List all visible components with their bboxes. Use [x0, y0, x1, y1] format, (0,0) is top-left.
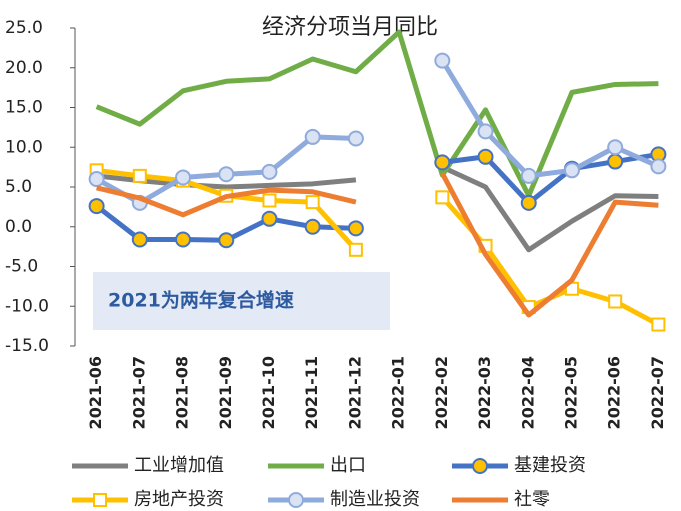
legend-label: 基建投资: [514, 455, 586, 476]
x-tick-label: 2021-10: [259, 356, 278, 429]
legend-label: 社零: [514, 489, 550, 510]
y-tick-label: -5.0: [5, 257, 38, 277]
marker: [218, 166, 235, 183]
marker: [132, 168, 147, 183]
x-tick-label: 2021-09: [216, 356, 235, 429]
marker: [88, 171, 105, 188]
marker: [651, 317, 666, 332]
legend-label: 工业增加值: [134, 455, 224, 476]
x-tick-label: 2022-05: [561, 356, 580, 429]
marker: [347, 220, 364, 237]
legend-marker: [93, 493, 107, 507]
marker: [520, 167, 537, 184]
marker: [175, 169, 192, 186]
marker: [650, 158, 667, 175]
series-line: [96, 185, 357, 218]
marker: [88, 198, 105, 215]
marker: [477, 148, 494, 165]
legend-marker: [472, 458, 488, 474]
y-tick-label: -15.0: [5, 336, 49, 356]
legend-label: 房地产投资: [134, 489, 224, 510]
legend-marker: [288, 492, 304, 508]
legend-label: 出口: [330, 455, 366, 476]
marker: [262, 193, 277, 208]
marker: [347, 130, 364, 147]
marker: [434, 52, 451, 69]
marker: [261, 163, 278, 180]
marker: [175, 231, 192, 248]
x-tick-label: 2022-07: [648, 356, 667, 429]
chart-title: 经济分项当月同比: [262, 15, 438, 40]
marker: [607, 153, 624, 170]
x-tick-label: 2022-06: [605, 356, 624, 429]
series-line: [440, 195, 660, 327]
y-tick-label: 10.0: [5, 137, 43, 157]
marker: [434, 154, 451, 171]
series-line: [95, 29, 659, 199]
x-tick-label: 2021-11: [302, 356, 321, 429]
marker: [435, 190, 450, 205]
y-tick-label: 20.0: [5, 58, 43, 78]
marker: [563, 162, 580, 179]
marker: [608, 294, 623, 309]
marker: [477, 123, 494, 140]
annotation-box: [93, 272, 390, 330]
x-tick-label: 2022-02: [432, 356, 451, 429]
x-tick-label: 2022-01: [389, 356, 408, 429]
legend-label: 制造业投资: [330, 489, 420, 510]
x-tick-label: 2021-08: [173, 356, 192, 429]
marker: [131, 231, 148, 248]
series-line: [441, 164, 659, 253]
x-tick-label: 2022-04: [518, 356, 537, 429]
annotation: 2021为两年复合增速: [108, 289, 294, 312]
marker: [348, 242, 363, 257]
marker: [607, 139, 624, 156]
marker: [305, 195, 320, 210]
y-tick-label: 25.0: [5, 18, 43, 38]
x-tick-label: 2021-06: [86, 356, 105, 429]
y-tick-label: -10.0: [5, 296, 49, 316]
y-tick-label: 5.0: [5, 177, 32, 197]
y-tick-label: 0.0: [5, 217, 32, 237]
marker: [304, 128, 321, 145]
x-tick-label: 2021-07: [129, 356, 148, 429]
marker: [304, 218, 321, 235]
series-line: [440, 172, 659, 318]
marker: [520, 194, 537, 211]
marker: [218, 232, 235, 249]
y-tick-label: 15.0: [5, 98, 43, 118]
marker: [261, 210, 278, 227]
x-tick-label: 2021-12: [345, 356, 364, 429]
x-tick-label: 2022-03: [475, 356, 494, 429]
